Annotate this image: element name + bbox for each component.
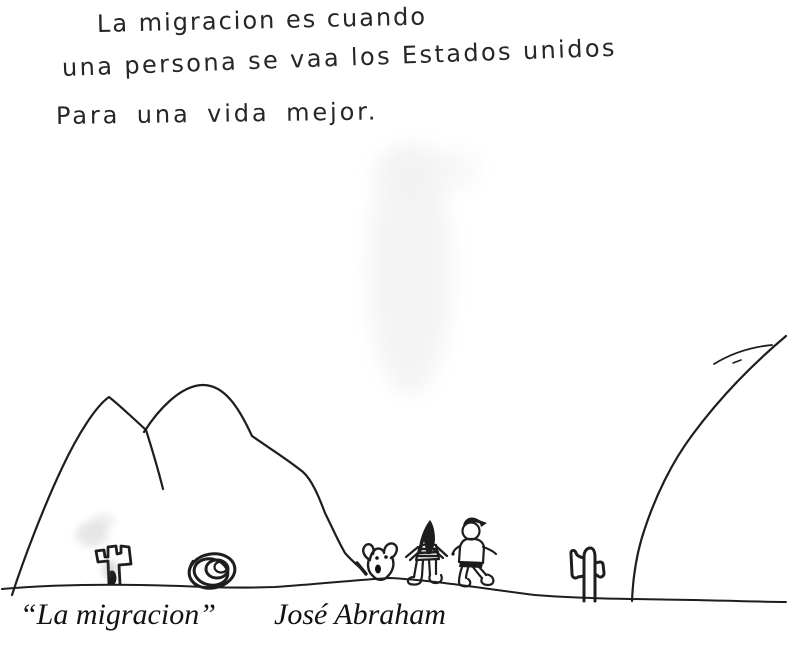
- mountain-left-slope: [10, 395, 148, 597]
- boy-right-arm: [481, 545, 498, 556]
- hill-main-curve: [630, 334, 787, 603]
- sky-smudge: [368, 145, 480, 395]
- caption-title: “La migracion”: [20, 598, 216, 631]
- saguaro-right-arm: [593, 560, 606, 579]
- skull-left-horn: [362, 543, 375, 562]
- ground-line: [1, 577, 787, 603]
- pencil-smudge: [76, 513, 115, 547]
- hill-right: [630, 334, 787, 603]
- walking-person-boy: [451, 517, 498, 588]
- small-cactus: [94, 544, 133, 586]
- mountain-double-peak: [10, 383, 368, 597]
- girl-pants: [412, 558, 438, 579]
- skull-head-outline: [366, 547, 395, 581]
- boy-hair-cap: [463, 517, 483, 527]
- girl-left-arm: [404, 545, 422, 562]
- girl-left-foot: [406, 574, 424, 586]
- walking-person-girl: [404, 520, 449, 586]
- boy-cap-flick: [479, 520, 487, 527]
- hill-top-dash: [732, 359, 742, 364]
- girl-right-arm: [432, 544, 449, 560]
- girl-right-foot: [428, 573, 443, 585]
- hill-top-stroke: [713, 344, 773, 365]
- boy-back-leg: [471, 564, 488, 580]
- ink-blot-halo: [103, 561, 117, 579]
- caption-author: José Abraham: [274, 598, 446, 631]
- boy-belt: [459, 562, 483, 568]
- mountain-inner-slope: [144, 428, 165, 491]
- cow-skull: [362, 542, 399, 581]
- saguaro-left-arm: [569, 549, 586, 580]
- boy-back-foot: [480, 573, 495, 587]
- boy-front-leg: [457, 565, 470, 584]
- skull-mouth: [375, 564, 381, 574]
- tumbleweed: [187, 552, 237, 590]
- mountain-slope-end: [355, 561, 368, 576]
- small-cactus-outline: [94, 544, 133, 586]
- skull-right-horn: [382, 542, 399, 560]
- mountain-big-dome: [142, 383, 367, 574]
- caption: “La migracion” José Abraham: [0, 598, 787, 638]
- boy-head: [461, 521, 481, 541]
- saguaro-cactus: [569, 546, 606, 603]
- boy-front-foot: [457, 577, 472, 588]
- skull-eye-left: [375, 556, 379, 560]
- boy-left-hand: [451, 552, 455, 556]
- saguaro-trunk: [582, 546, 597, 603]
- boy-shirt: [457, 537, 486, 565]
- boy-left-arm: [451, 544, 462, 555]
- skull-eye-right: [384, 555, 388, 559]
